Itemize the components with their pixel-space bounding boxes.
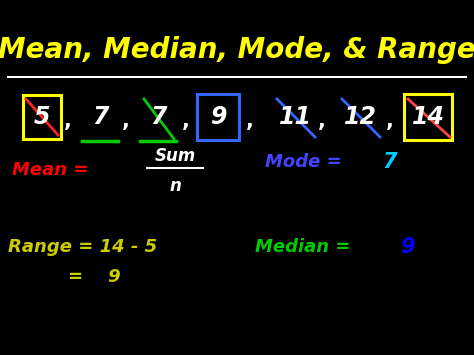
Text: 9: 9 [400,237,414,257]
Text: 7: 7 [150,105,166,129]
Text: 7: 7 [92,105,108,129]
Text: Median =: Median = [255,238,357,256]
Text: ,: , [318,111,326,131]
Text: Sum: Sum [155,147,196,165]
Text: Mean =: Mean = [12,161,89,179]
Text: ,: , [182,111,190,131]
Text: 7: 7 [382,152,396,172]
Text: =    9: = 9 [68,268,120,286]
Text: Range = 14 - 5: Range = 14 - 5 [8,238,157,256]
Text: 5: 5 [34,105,50,129]
Text: ,: , [122,111,130,131]
Text: 12: 12 [344,105,376,129]
Text: n: n [169,177,181,195]
Text: 14: 14 [411,105,445,129]
Text: Mode =: Mode = [265,153,348,171]
Text: ,: , [386,111,394,131]
Text: Mean, Median, Mode, & Range: Mean, Median, Mode, & Range [0,36,474,64]
Text: 11: 11 [279,105,311,129]
Text: 9: 9 [210,105,226,129]
Text: ,: , [246,111,254,131]
Text: ,: , [64,111,72,131]
